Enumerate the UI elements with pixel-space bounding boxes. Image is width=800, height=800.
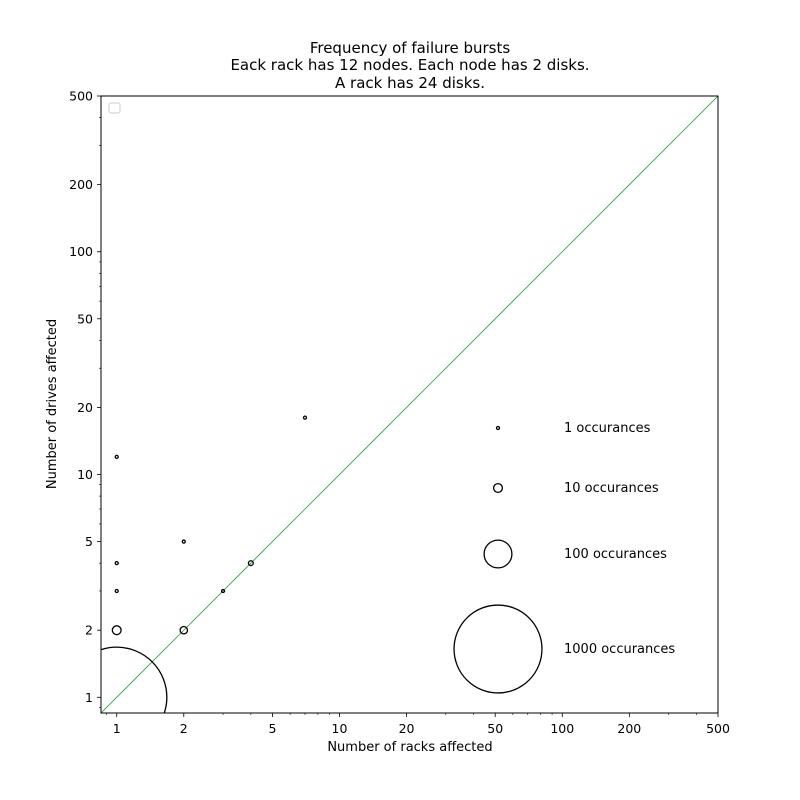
data-point-9: [302, 415, 308, 420]
size-legend: 1 occurances 10 occurances 100 occurances 1…: [453, 421, 675, 694]
size-legend-label-1: 1 occurances: [564, 421, 651, 436]
data-point-8: [247, 560, 254, 567]
y-tick-label: 200: [69, 177, 93, 192]
x-tick-label: 200: [617, 721, 641, 736]
x-tick-label: 100: [550, 721, 574, 736]
x-tick-label: 2: [180, 721, 188, 736]
x-axis-label: Number of racks affected: [327, 740, 492, 755]
data-point-3: [114, 560, 119, 566]
size-legend-marker-1000: [453, 604, 543, 694]
data-point-4: [114, 454, 119, 460]
x-tick-label: 1: [113, 721, 121, 736]
x-tick-label: 500: [706, 721, 730, 736]
size-legend-label-100: 100 occurances: [564, 547, 667, 562]
x-tick-label: 50: [487, 721, 503, 736]
y-axis-label: Number of drives affected: [45, 319, 60, 489]
data-point-5: [179, 625, 189, 635]
y-tick-label: 10: [77, 467, 93, 482]
y-tick-label: 500: [69, 89, 93, 104]
y-tick-label: 5: [85, 534, 93, 549]
y-tick-label: 2: [85, 623, 93, 638]
x-axis: 1 2 5 10 20 50 100 200 500: [106, 713, 730, 736]
x-tick-label: 10: [332, 721, 348, 736]
plot-frame: [100, 95, 719, 714]
reference-line-layer: [101, 96, 718, 713]
y-tick-label: 1: [85, 690, 93, 705]
size-legend-label-10: 10 occurances: [564, 481, 659, 496]
reference-line-y-equals-x: [101, 96, 718, 713]
y-tick-label: 20: [77, 400, 93, 415]
size-legend-marker-100: [483, 539, 513, 569]
data-point-6: [181, 539, 186, 544]
size-legend-marker-10: [492, 482, 504, 494]
y-tick-label: 50: [77, 311, 93, 326]
y-axis: 1 2 5 10 20 50 100 200 500: [69, 89, 101, 708]
size-legend-marker-1: [495, 425, 501, 431]
data-point-1: [111, 625, 122, 636]
empty-legend-box: [108, 102, 121, 114]
data-point-2: [114, 588, 119, 594]
x-tick-label: 20: [399, 721, 415, 736]
chart-subtitle-2: A rack has 24 disks.: [335, 74, 485, 92]
data-point-7: [220, 588, 226, 594]
x-tick-label: 5: [268, 721, 276, 736]
data-points-layer: [101, 415, 308, 713]
data-point-0: [101, 646, 168, 713]
chart-title: Frequency of failure bursts: [310, 39, 511, 57]
size-legend-label-1000: 1000 occurances: [564, 642, 675, 657]
chart-subtitle-1: Eack rack has 12 nodes. Each node has 2 …: [230, 56, 589, 74]
y-tick-label: 100: [69, 244, 93, 259]
